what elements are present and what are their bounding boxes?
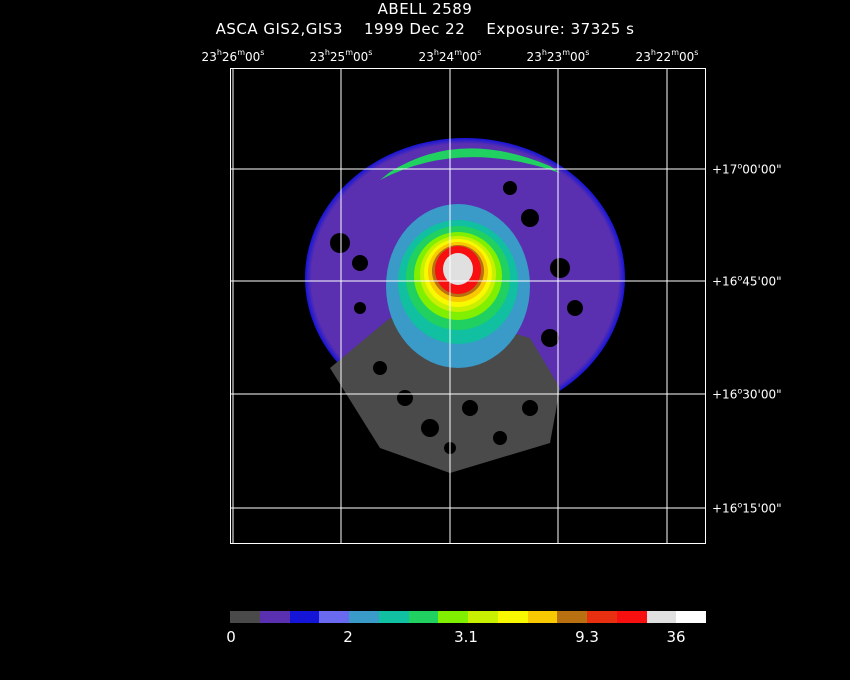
dec-tick-label: +16o15'00": [712, 500, 782, 516]
ra-tick-label: 23h26m00s: [201, 48, 265, 64]
colorbar-label: 2: [343, 628, 353, 646]
image-subtitle: ASCA GIS2,GIS3 1999 Dec 22 Exposure: 373…: [215, 20, 635, 38]
colorbar-swatch: [319, 611, 349, 623]
colorbar-swatch: [587, 611, 617, 623]
sky-image: [230, 68, 706, 544]
coordinate-grid: [230, 68, 706, 544]
colorbar-swatch: [259, 611, 290, 623]
colorbar-swatch: [349, 611, 379, 623]
dec-tick-label: +16o45'00": [712, 273, 782, 289]
ra-tick-label: 23h25m00s: [309, 48, 373, 64]
colorbar-swatch: [230, 611, 260, 623]
colorbar-swatch: [438, 611, 468, 623]
colorbar-label: 3.1: [454, 628, 478, 646]
cluster-emission: [305, 138, 625, 473]
colorbar-swatch: [557, 611, 587, 623]
colorbar-swatch: [378, 611, 409, 623]
dec-tick-label: +16o30'00": [712, 386, 782, 402]
colorbar-swatch: [646, 611, 677, 623]
ra-tick-label: 23h23m00s: [526, 48, 590, 64]
colorbar-swatch: [676, 611, 706, 623]
ra-tick-label: 23h24m00s: [418, 48, 482, 64]
colorbar-swatch: [616, 611, 647, 623]
colorbar-swatch: [289, 611, 320, 623]
colorbar: [230, 611, 706, 623]
ra-tick-label: 23h22m00s: [635, 48, 699, 64]
colorbar-label: 9.3: [575, 628, 599, 646]
colorbar-swatch: [497, 611, 528, 623]
colorbar-label: 0: [226, 628, 236, 646]
image-title: ABELL 2589: [377, 0, 473, 18]
colorbar-swatch: [527, 611, 558, 623]
colorbar-swatch: [408, 611, 439, 623]
colorbar-label: 36: [666, 628, 686, 646]
colorbar-swatch: [468, 611, 498, 623]
dec-tick-label: +17o00'00": [712, 161, 782, 177]
